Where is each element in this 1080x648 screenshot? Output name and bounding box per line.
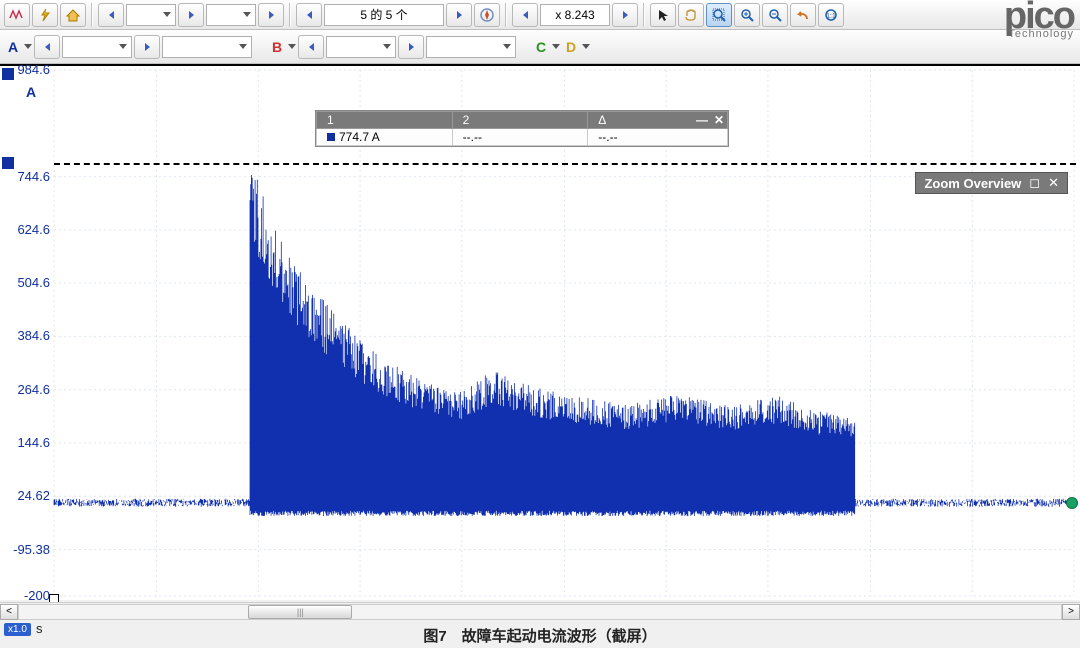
ch-a-coupling-dropdown[interactable] <box>162 36 252 58</box>
timebase-next-button[interactable] <box>178 3 204 27</box>
y-tick-label: 744.6 <box>2 169 50 184</box>
scope-icon[interactable] <box>4 3 30 27</box>
home-icon[interactable] <box>60 3 86 27</box>
zoom-overview-panel[interactable]: Zoom Overview ◻ ✕ <box>915 172 1068 194</box>
channel-b-label[interactable]: B <box>268 39 286 55</box>
meas-val-1: 774.7 A <box>317 129 453 146</box>
y-tick-label: 504.6 <box>2 275 50 290</box>
samples-next-button[interactable] <box>258 3 284 27</box>
measurement-panel-controls: — ✕ <box>696 113 724 127</box>
scroll-thumb[interactable]: ||| <box>248 605 352 619</box>
buffer-prev-button[interactable] <box>296 3 322 27</box>
channel-d-label[interactable]: D <box>562 39 580 55</box>
close-icon[interactable]: ✕ <box>1048 175 1059 191</box>
meas-val-2: --.-- <box>452 129 588 146</box>
minimize-icon[interactable]: — <box>696 113 708 127</box>
meas-col-2: 2 <box>452 112 588 129</box>
undo-icon[interactable] <box>790 3 816 27</box>
ch-a-range-next[interactable] <box>134 35 160 59</box>
ch-b-range-next[interactable] <box>398 35 424 59</box>
axis-top-handle[interactable] <box>2 68 14 80</box>
zoom-fit-icon[interactable]: 1:1 <box>818 3 844 27</box>
ch-a-range-dropdown[interactable] <box>62 36 132 58</box>
scroll-right-button[interactable]: > <box>1062 604 1080 620</box>
timebase-dropdown[interactable] <box>126 4 176 26</box>
pointer-icon[interactable] <box>650 3 676 27</box>
y-tick-label: 264.6 <box>2 382 50 397</box>
zoom-select-icon[interactable] <box>706 3 732 27</box>
y-tick-label: -95.38 <box>2 542 50 557</box>
figure-caption: 图7 故障车起动电流波形（截屏） <box>0 625 1080 646</box>
channel-toolbar: A B C D <box>0 30 1080 64</box>
buffer-label: 5 的 5 个 <box>324 4 444 26</box>
samples-group <box>206 3 284 27</box>
y-tick-label: 624.6 <box>2 222 50 237</box>
ch-b-range-dropdown[interactable] <box>326 36 396 58</box>
signal-ruler[interactable] <box>54 163 1076 165</box>
y-axis-unit: A <box>26 84 36 100</box>
zoom-out-icon[interactable] <box>762 3 788 27</box>
zoom-label: x 8.243 <box>540 4 610 26</box>
samples-dropdown[interactable] <box>206 4 256 26</box>
channel-c-label[interactable]: C <box>532 39 550 55</box>
horizontal-scrollbar[interactable]: < ||| > <box>0 602 1080 620</box>
zoom-prev-button[interactable] <box>512 3 538 27</box>
measurement-panel[interactable]: — ✕ 1 2 Δ 774.7 A --.-- --.-- <box>315 110 729 147</box>
oscilloscope-plot[interactable]: 984.6744.6624.6504.6384.6264.6144.624.62… <box>0 66 1080 600</box>
hand-icon[interactable] <box>678 3 704 27</box>
ch-a-range-prev[interactable] <box>34 35 60 59</box>
zoom-in-icon[interactable] <box>734 3 760 27</box>
y-tick-label: 144.6 <box>2 435 50 450</box>
channel-a-label[interactable]: A <box>4 39 22 55</box>
y-tick-label: 384.6 <box>2 328 50 343</box>
meas-val-delta: --.-- <box>588 129 728 146</box>
zoom-overview-label: Zoom Overview <box>924 176 1021 191</box>
buffer-next-button[interactable] <box>446 3 472 27</box>
scroll-track[interactable]: ||| <box>18 604 1062 620</box>
main-toolbar: 5 的 5 个 x 8.243 1:1 <box>0 0 1080 30</box>
brand-logo: pico Technology <box>1004 0 1074 40</box>
close-icon[interactable]: ✕ <box>714 113 724 127</box>
zoom-nav-group: x 8.243 <box>512 3 638 27</box>
ch-b-range-prev[interactable] <box>298 35 324 59</box>
timebase-prev-button[interactable] <box>98 3 124 27</box>
svg-text:1:1: 1:1 <box>826 13 836 20</box>
compass-icon[interactable] <box>474 3 500 27</box>
zoom-next-button[interactable] <box>612 3 638 27</box>
trigger-handle[interactable] <box>1066 497 1078 509</box>
scroll-left-button[interactable]: < <box>0 604 18 620</box>
y-tick-label: 24.62 <box>2 488 50 503</box>
ch-b-coupling-dropdown[interactable] <box>426 36 516 58</box>
timebase-group <box>98 3 204 27</box>
y-tick-label: -200 <box>2 588 50 603</box>
ruler-handle[interactable] <box>2 157 14 169</box>
restore-icon[interactable]: ◻ <box>1029 175 1040 191</box>
lightning-icon[interactable] <box>32 3 58 27</box>
brand-subtitle: Technology <box>1004 28 1074 40</box>
meas-col-1: 1 <box>317 112 453 129</box>
buffer-nav-group: 5 的 5 个 <box>296 3 472 27</box>
